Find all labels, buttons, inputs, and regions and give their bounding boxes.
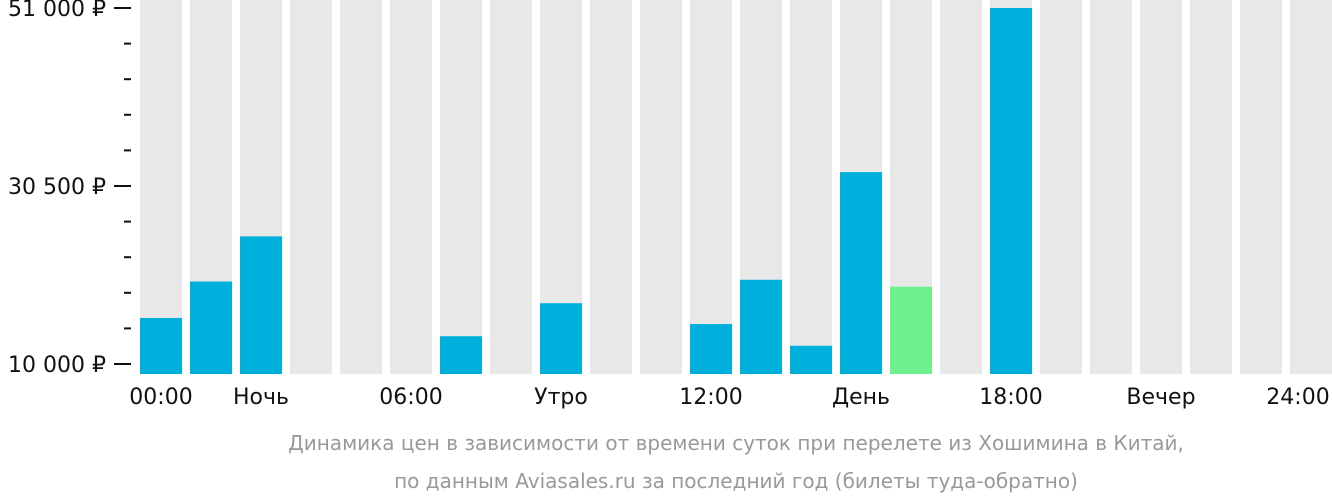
data-bars [140,8,1032,374]
background-bar-9 [590,0,632,374]
bar-1700[interactable] [990,8,1032,374]
x-tick-label: День [832,385,890,410]
bar-0000[interactable] [140,317,182,374]
background-bar-22 [1240,0,1282,374]
background-bar-10 [640,0,682,374]
x-axis: 00:00 Ночь 06:00 Утро 12:00 День 18:00 Вечер 24:… [129,385,1329,410]
background-bar-13 [790,0,832,374]
background-bar-18 [1040,0,1082,374]
x-tick-label: 00:00 [129,385,192,410]
x-tick-label: 12:00 [679,385,742,410]
y-tick-label: 30 500 ₽ [8,175,106,200]
x-tick-label: Вечер [1126,385,1195,410]
y-tick-label: 51 000 ₽ [8,0,106,22]
x-tick-label: Утро [534,385,588,410]
background-bar-19 [1090,0,1132,374]
background-bar-0 [140,0,182,374]
bar-1400[interactable] [840,172,882,374]
bar-0200[interactable] [240,236,282,374]
background-bar-3 [290,0,332,374]
x-tick-label: 24:00 [1266,385,1329,410]
x-tick-label: Ночь [233,385,289,410]
bar-1100[interactable] [690,324,732,374]
bar-1500[interactable] [890,286,932,374]
bar-0100[interactable] [190,281,232,374]
background-bar-5 [390,0,432,374]
y-tick-label: 10 000 ₽ [8,353,106,378]
bar-0600[interactable] [440,336,482,374]
x-tick-label: 18:00 [979,385,1042,410]
background-bar-16 [940,0,982,374]
background-bars [140,0,1332,374]
chart-caption-line-2: по данным Aviasales.ru за последний год … [394,469,1078,493]
background-bar-20 [1140,0,1182,374]
bar-1300[interactable] [790,345,832,374]
background-bar-23 [1290,0,1332,374]
chart-caption-line-1: Динамика цен в зависимости от времени су… [288,431,1184,455]
bar-1200[interactable] [740,279,782,374]
background-bar-7 [490,0,532,374]
background-bar-4 [340,0,382,374]
x-tick-label: 06:00 [379,385,442,410]
background-bar-21 [1190,0,1232,374]
y-axis: 51 000 ₽ 30 500 ₽ 10 000 ₽ [8,0,131,378]
background-bar-11 [690,0,732,374]
background-bar-6 [440,0,482,374]
bar-0800[interactable] [540,303,582,374]
